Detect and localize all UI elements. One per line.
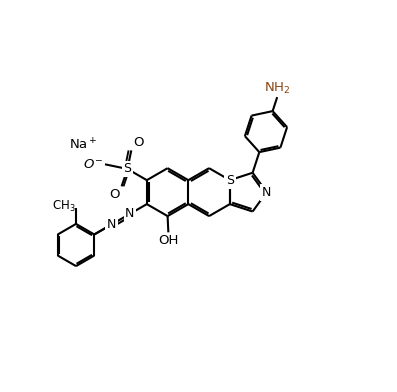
Text: S: S [226,174,234,187]
Text: N: N [107,218,116,231]
Text: OH: OH [158,234,179,247]
Text: $O^{-}$: $O^{-}$ [83,158,103,171]
Text: S: S [123,162,131,176]
Text: N: N [125,207,135,220]
Text: O: O [109,188,119,201]
Text: NH$_2$: NH$_2$ [264,82,291,96]
Text: N: N [262,186,272,199]
Text: CH$_3$: CH$_3$ [52,199,76,214]
Text: Na$^+$: Na$^+$ [69,137,98,152]
Text: O: O [134,136,144,149]
